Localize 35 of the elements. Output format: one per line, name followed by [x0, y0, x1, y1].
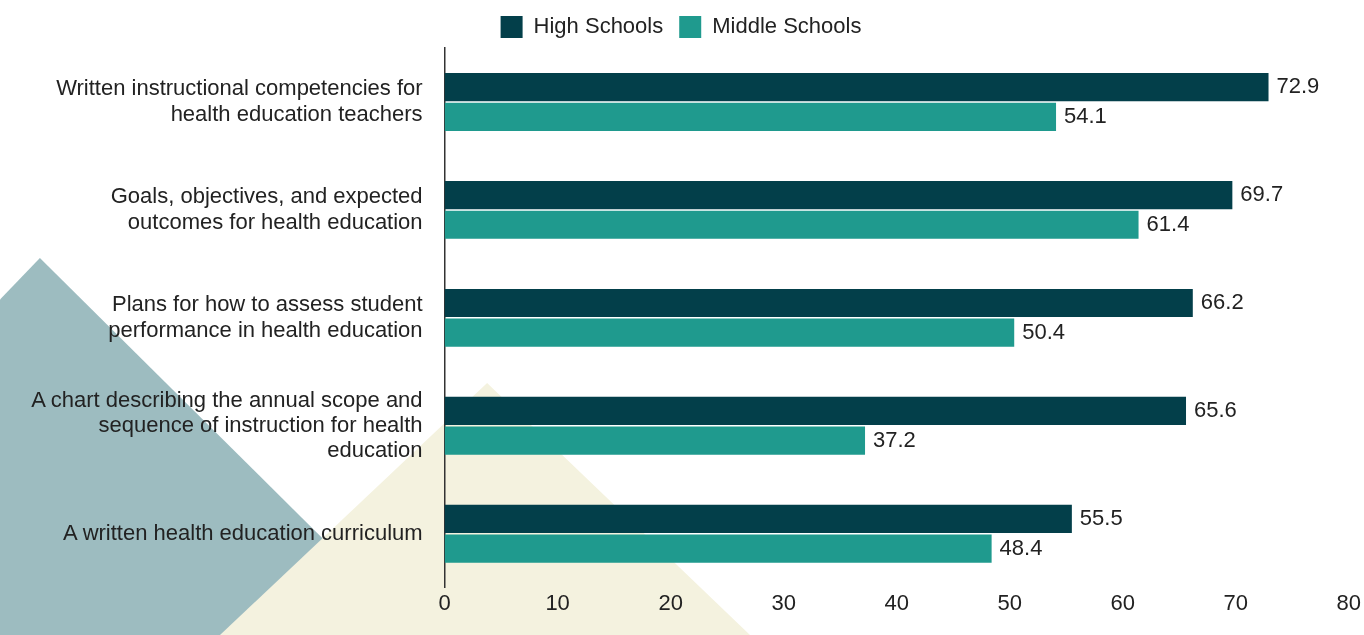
x-tick-label: 10: [545, 589, 570, 615]
data-label: 37.2: [873, 426, 916, 452]
bar: [444, 396, 1187, 426]
bar: [444, 102, 1057, 131]
y-tick-label: Plans for how to assess student performance in health education: [108, 291, 423, 342]
legend-label: Middle Schools: [712, 13, 862, 39]
data-label: 61.4: [1146, 210, 1190, 236]
data-label: 50.4: [1022, 318, 1066, 344]
y-tick-label: A written health education curriculum: [63, 519, 423, 545]
data-label: 55.5: [1079, 504, 1123, 530]
x-tick-label: 30: [771, 589, 796, 615]
data-label: 65.6: [1194, 397, 1237, 423]
x-tick-label: 70: [1223, 589, 1248, 615]
bar: [444, 180, 1233, 210]
x-tick-label: 0: [438, 589, 451, 615]
bar: [444, 504, 1072, 533]
x-tick-label: 60: [1110, 589, 1135, 615]
data-label: 69.7: [1240, 181, 1284, 207]
bar: [444, 534, 992, 563]
y-tick-label: Goals, objectives, and expected outcomes for health education: [110, 183, 423, 234]
data-label: 48.4: [999, 534, 1043, 560]
legend-label: High Schools: [533, 13, 664, 39]
data-label: 54.1: [1064, 102, 1107, 128]
bar: [444, 288, 1193, 318]
bar: [444, 426, 866, 455]
data-label: 66.2: [1200, 289, 1244, 315]
x-tick-label: 50: [997, 589, 1022, 615]
bar: [444, 318, 1015, 347]
x-tick-label: 40: [884, 589, 909, 615]
x-tick-label: 80: [1336, 589, 1362, 615]
bar: [444, 73, 1269, 102]
y-tick-label: Written instructional competencies for health education teachers: [56, 75, 423, 126]
data-label: 72.9: [1276, 73, 1320, 99]
x-tick-label: 20: [658, 589, 683, 615]
bar: [444, 210, 1139, 239]
